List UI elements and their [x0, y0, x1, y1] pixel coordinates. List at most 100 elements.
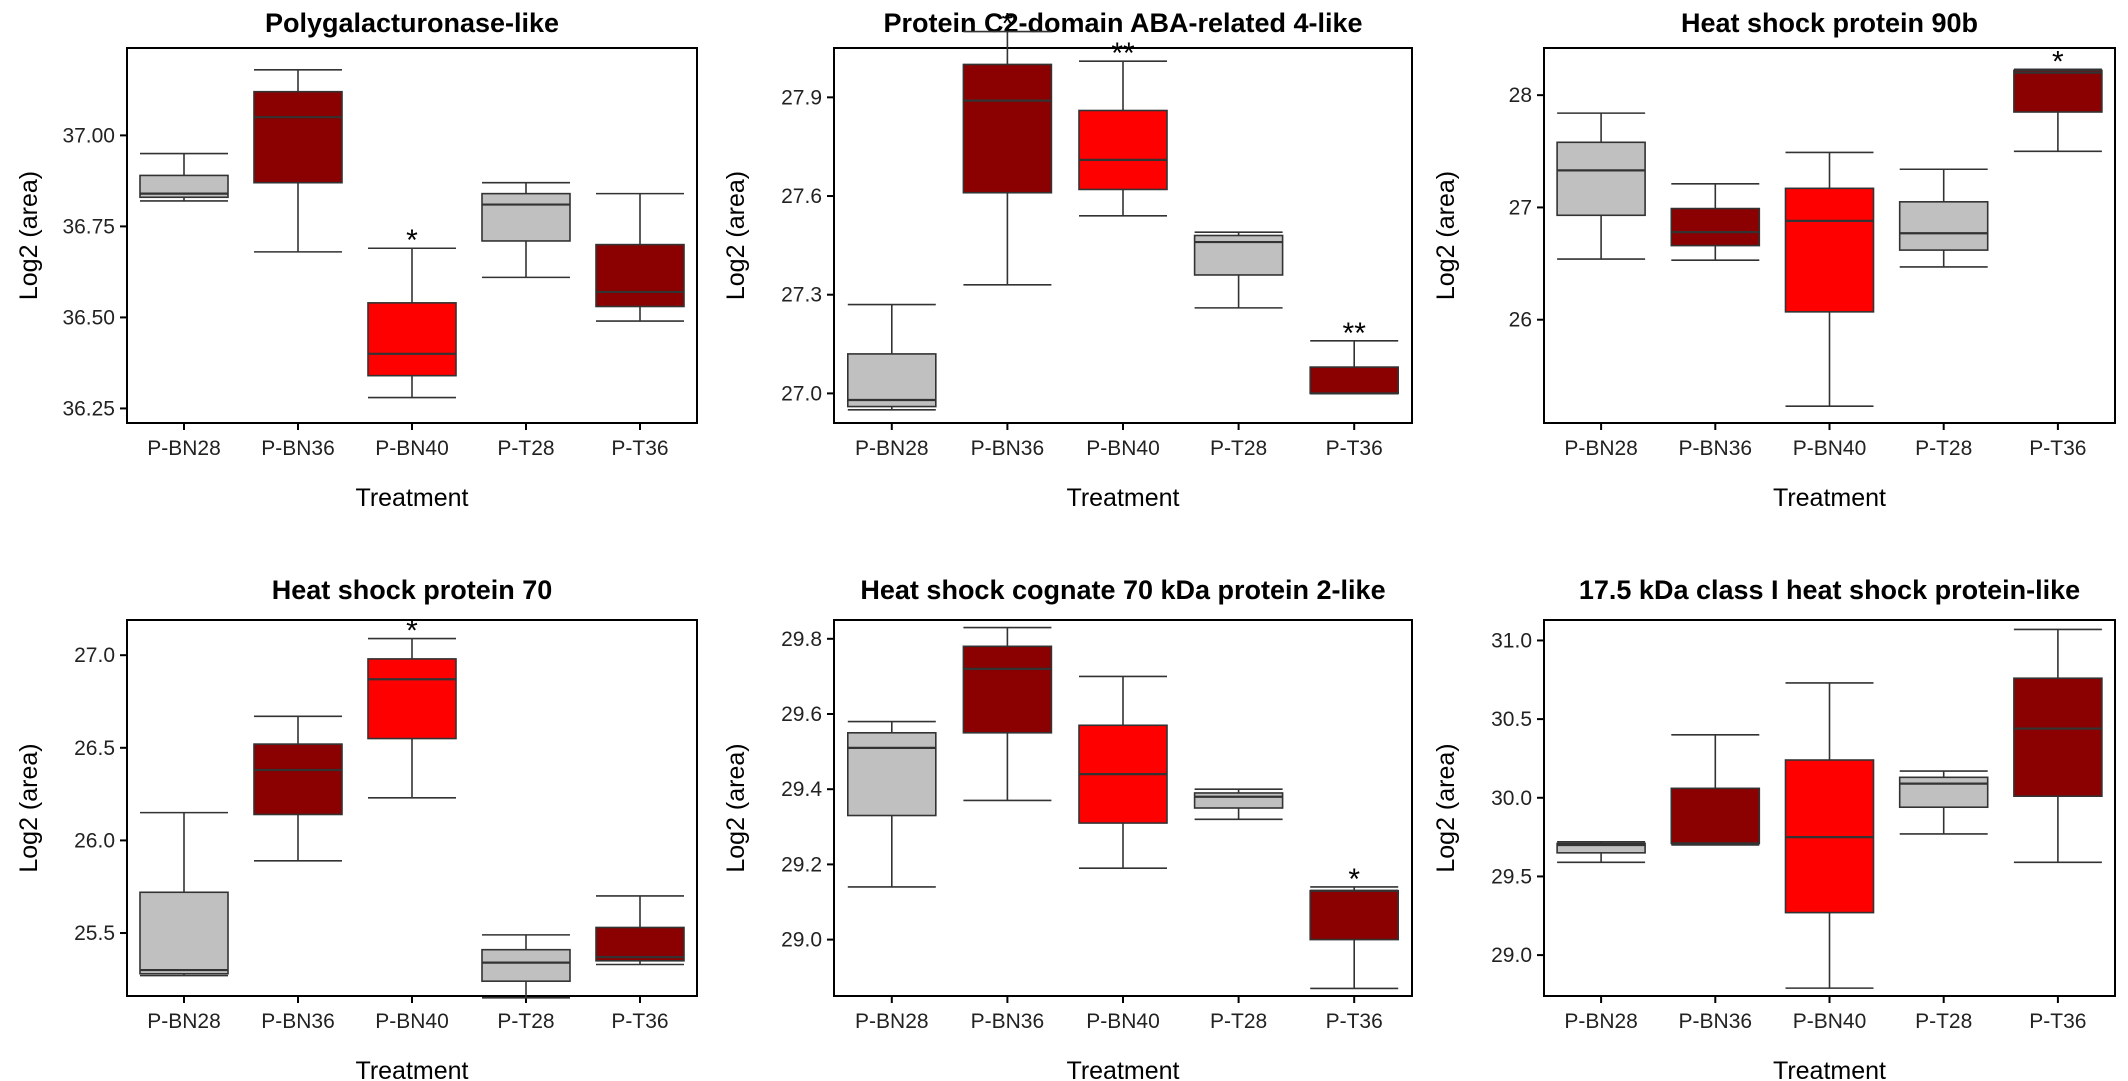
x-tick-label: P-BN36: [261, 437, 335, 460]
chart-panel-4: Heat shock protein 70 25.5 26.0 26.5 27.0 Log…: [15, 575, 698, 1081]
chart-title: 17.5 kDa class I heat shock protein-like: [1579, 575, 2080, 605]
x-tick-label: P-BN28: [1564, 437, 1638, 460]
x-axis-label: Treatment: [1773, 1057, 1886, 1081]
boxplot-p-bn36: *: [962, 8, 1053, 286]
y-tick-label: 30.5: [1491, 708, 1532, 731]
y-tick-label: 28: [1509, 84, 1532, 107]
x-tick-label: P-BN36: [971, 1010, 1045, 1033]
box-iqr: [1309, 889, 1399, 941]
boxplot-p-bn28: [139, 811, 229, 977]
box-iqr: [1556, 842, 1646, 854]
box-iqr: [1670, 207, 1761, 247]
x-tick-label: P-T36: [2029, 437, 2086, 460]
box-iqr: [2013, 677, 2103, 798]
x-tick-label: P-T28: [1210, 437, 1267, 460]
x-tick-label: P-T28: [1915, 1010, 1972, 1033]
boxplot-p-t36: **: [1309, 317, 1399, 395]
chart-title: Protein C2-domain ABA-related 4-like: [883, 8, 1362, 38]
y-tick-label: 27.3: [781, 284, 822, 307]
y-tick-label: 29.6: [781, 703, 822, 726]
x-tick-label: P-T28: [497, 437, 554, 460]
y-axis-label: Log2 (area): [1432, 743, 1460, 872]
box-iqr: [962, 645, 1053, 734]
box-iqr: [846, 731, 937, 817]
box-iqr: [1556, 141, 1646, 217]
x-tick-label: P-BN28: [855, 437, 929, 460]
x-axis-label: Treatment: [355, 1057, 468, 1081]
y-tick-label: 27.0: [74, 644, 115, 667]
x-tick-label: P-T36: [611, 437, 668, 460]
boxplot-p-bn40: **: [1078, 37, 1168, 217]
box-iqr: [481, 948, 571, 982]
y-axis-label: Log2 (area): [15, 171, 43, 300]
boxplot-p-bn28: [139, 152, 229, 202]
chart-panel-6: 17.5 kDa class I heat shock protein-like…: [1432, 575, 2116, 1081]
x-tick-label: P-BN28: [147, 1010, 221, 1033]
box-iqr: [253, 90, 343, 184]
significance-marker: *: [406, 224, 418, 257]
box-iqr: [1193, 792, 1284, 809]
chart-panel-5: Heat shock cognate 70 kDa protein 2-like…: [722, 575, 1413, 1081]
y-tick-label: 30.0: [1491, 787, 1532, 810]
y-tick-label: 37.00: [62, 124, 115, 147]
box-iqr: [595, 243, 685, 308]
boxplot-p-bn36: [1670, 734, 1761, 846]
chart-title: Heat shock protein 90b: [1681, 8, 1978, 38]
y-tick-label: 29.8: [781, 628, 822, 651]
significance-marker: **: [1111, 37, 1135, 70]
box-iqr: [367, 658, 457, 740]
boxplot-p-bn28: [846, 303, 937, 411]
x-tick-label: P-T28: [1915, 437, 1972, 460]
x-tick-label: P-T36: [1326, 437, 1383, 460]
y-axis-label: Log2 (area): [15, 743, 43, 872]
boxplot-p-t28: [1193, 788, 1284, 821]
box-iqr: [253, 743, 343, 816]
x-tick-label: P-BN36: [1679, 1010, 1753, 1033]
x-tick-label: P-BN40: [375, 437, 449, 460]
chart-title: Heat shock protein 70: [272, 575, 553, 605]
y-tick-label: 29.2: [781, 853, 822, 876]
box-iqr: [1078, 109, 1168, 191]
y-tick-label: 27.0: [781, 382, 822, 405]
x-tick-label: P-BN28: [1564, 1010, 1638, 1033]
y-tick-label: 29.0: [1491, 944, 1532, 967]
x-tick-label: P-BN28: [147, 437, 221, 460]
boxplot-p-bn36: [1670, 183, 1761, 262]
boxplot-p-bn28: [1556, 841, 1646, 864]
x-tick-label: P-T28: [497, 1010, 554, 1033]
y-tick-label: 36.25: [62, 397, 115, 420]
x-tick-label: P-T36: [2029, 1010, 2086, 1033]
x-tick-label: P-BN40: [375, 1010, 449, 1033]
boxplot-p-t36: [595, 192, 685, 322]
y-tick-label: 36.50: [62, 306, 115, 329]
boxplot-p-bn28: [846, 720, 937, 888]
x-tick-label: P-BN36: [1679, 437, 1753, 460]
x-tick-label: P-BN36: [261, 1010, 335, 1033]
y-tick-label: 29.5: [1491, 865, 1532, 888]
y-tick-label: 36.75: [62, 215, 115, 238]
significance-marker: **: [1343, 317, 1367, 350]
x-tick-label: P-BN28: [855, 1010, 929, 1033]
significance-marker: *: [406, 615, 418, 648]
boxplot-p-t28: [1193, 231, 1284, 309]
boxplot-p-bn36: [962, 626, 1053, 802]
boxplot-p-t36: [2013, 628, 2103, 864]
boxplot-p-bn40: [1784, 151, 1875, 407]
box-iqr: [1309, 366, 1399, 395]
y-tick-label: 27.6: [781, 185, 822, 208]
y-tick-label: 26.5: [74, 737, 115, 760]
x-tick-label: P-BN40: [1793, 437, 1867, 460]
x-tick-label: P-T36: [1326, 1010, 1383, 1033]
box-iqr: [1784, 187, 1875, 313]
box-iqr: [846, 353, 937, 408]
x-axis-label: Treatment: [1066, 1057, 1179, 1081]
y-tick-label: 27: [1509, 196, 1532, 219]
chart-title: Polygalacturonase-like: [265, 8, 559, 38]
x-axis-label: Treatment: [355, 484, 468, 512]
y-tick-label: 27.9: [781, 86, 822, 109]
box-iqr: [595, 926, 685, 962]
x-axis-label: Treatment: [1066, 484, 1179, 512]
x-tick-label: P-BN40: [1086, 1010, 1160, 1033]
y-axis-label: Log2 (area): [1432, 171, 1460, 300]
chart-panel-2: Protein C2-domain ABA-related 4-like 27.0…: [722, 8, 1413, 512]
